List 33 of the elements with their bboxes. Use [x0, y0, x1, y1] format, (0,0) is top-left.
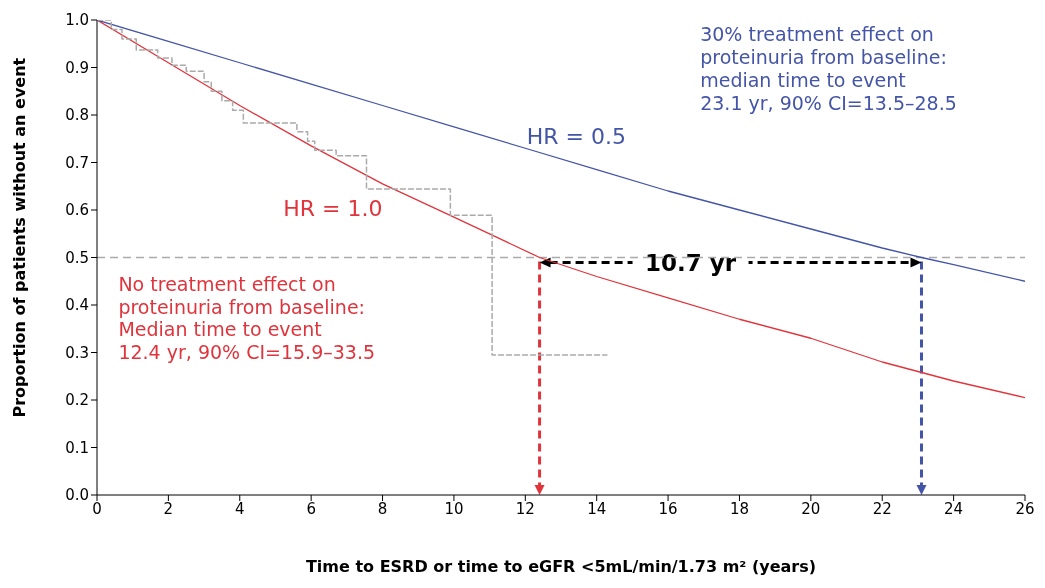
series-label: HR = 1.0	[283, 195, 383, 221]
x-tick-label: 2	[163, 499, 174, 518]
annotation: 10.7 yr	[644, 249, 737, 276]
x-tick-label: 10	[444, 499, 464, 518]
y-axis-title: Proportion of patients without an event	[9, 57, 29, 418]
annotation: 30% treatment effect on proteinuria from baseline: median time to event 23.1 yr, 90% CI=13.5–28.5	[700, 23, 957, 114]
y-tick-label: 0.7	[65, 153, 89, 172]
y-tick-label: 0.6	[65, 201, 89, 220]
x-tick-label: 26	[1015, 499, 1035, 518]
y-tick-label: 0.4	[65, 296, 89, 315]
y-tick-label: 0.9	[65, 58, 89, 77]
line-series	[97, 20, 1025, 399]
y-tick-label: 1.0	[65, 11, 89, 30]
x-tick-label: 24	[944, 499, 964, 518]
x-tick-label: 4	[235, 499, 245, 518]
x-tick-label: 22	[872, 499, 892, 518]
x-tick-label: 14	[587, 499, 607, 518]
y-tick-label: 0.5	[65, 248, 89, 267]
x-tick-label: 6	[306, 499, 316, 518]
y-tick-label: 0.3	[65, 343, 89, 362]
x-axis-title: Time to ESRD or time to eGFR <5mL/min/1.73 m² (years)	[305, 557, 817, 576]
y-tick-label: 0.2	[65, 391, 89, 410]
annotation: No treatment effect on proteinuria from baseline: Median time to event 12.4 yr, 90% CI=15.9–33.5	[118, 272, 376, 364]
y-tick-label: 0.8	[65, 106, 89, 125]
x-tick-label: 8	[377, 499, 388, 518]
x-tick-label: 0	[92, 499, 102, 518]
x-tick-label: 16	[658, 499, 678, 518]
x-tick-label: 12	[515, 499, 535, 518]
y-tick-label: 0.0	[65, 486, 89, 505]
x-tick-label: 18	[729, 499, 750, 518]
y-tick-label: 0.1	[65, 438, 89, 457]
series-label: HR = 0.5	[526, 123, 626, 149]
x-tick-label: 20	[801, 499, 821, 518]
